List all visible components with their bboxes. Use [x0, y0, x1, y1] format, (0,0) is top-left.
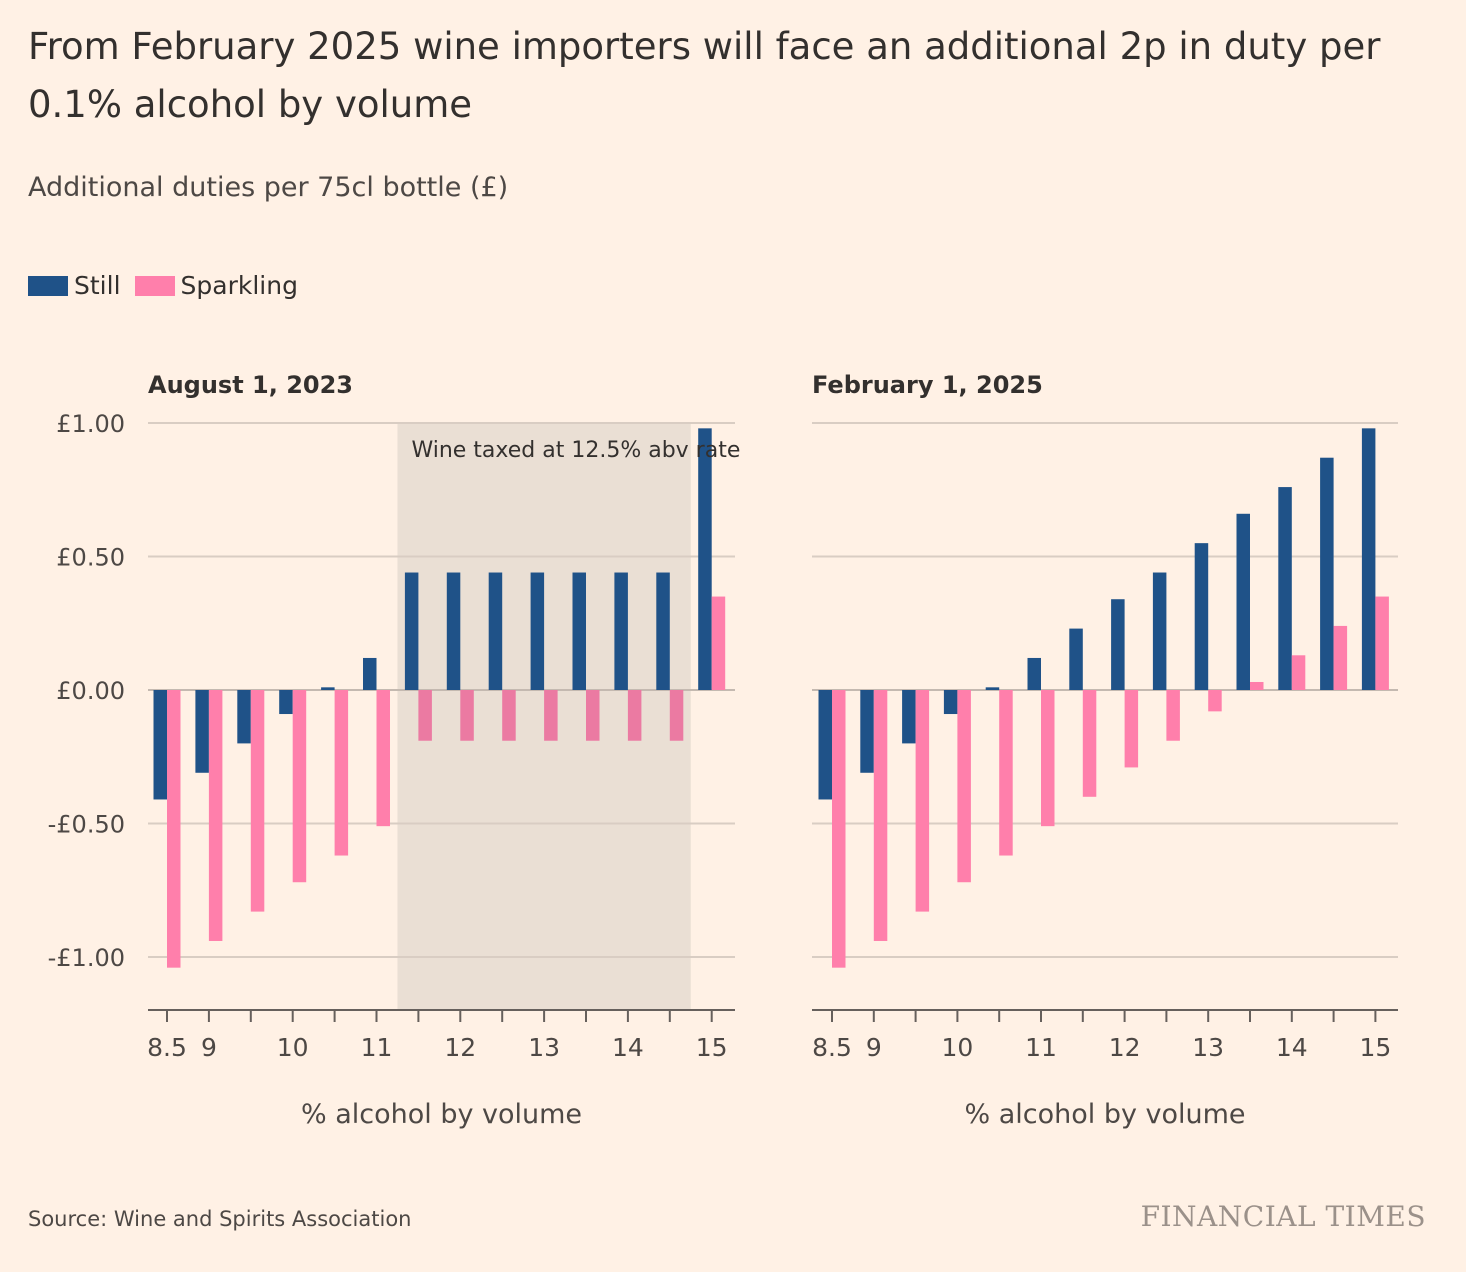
panel-title-1: February 1, 2025	[812, 371, 1043, 399]
bar-still-0-12	[656, 572, 670, 690]
x-tick-label: 15	[1359, 1033, 1391, 1062]
bar-still-0-4	[321, 687, 335, 690]
bar-still-1-2	[902, 690, 916, 744]
bar-still-0-9	[530, 572, 545, 690]
x-tick-label: 10	[941, 1033, 973, 1062]
bar-sparkling-0-13	[711, 596, 726, 690]
x-tick-label: 13	[1192, 1033, 1224, 1062]
x-tick-label: 8.5	[812, 1033, 852, 1062]
bar-still-0-1	[195, 690, 209, 773]
bar-sparkling-0-4	[334, 690, 349, 856]
bar-still-1-9	[1194, 543, 1209, 690]
bar-still-0-10	[572, 572, 586, 690]
bar-sparkling-0-0	[167, 690, 181, 968]
bar-sparkling-0-6	[418, 690, 432, 741]
bar-still-0-0	[153, 690, 167, 800]
x-tick-label: 9	[201, 1033, 217, 1062]
bar-sparkling-1-11	[1291, 655, 1306, 690]
y-tick-label: £1.00	[56, 410, 125, 438]
bar-still-0-7	[446, 572, 461, 690]
y-tick-label: £0.50	[56, 544, 125, 572]
bar-sparkling-0-1	[208, 690, 223, 941]
bar-sparkling-0-12	[669, 690, 684, 741]
bar-still-0-6	[404, 572, 419, 690]
bar-sparkling-1-8	[1166, 690, 1180, 741]
x-tick-label: 14	[612, 1033, 644, 1062]
bar-sparkling-1-13	[1375, 596, 1389, 690]
legend-swatch-still	[28, 275, 68, 296]
bar-sparkling-1-7	[1124, 690, 1139, 768]
bar-still-0-3	[279, 690, 293, 715]
bar-sparkling-1-2	[915, 690, 930, 912]
bar-still-1-3	[943, 690, 958, 715]
bar-sparkling-1-3	[957, 690, 971, 883]
bar-still-1-7	[1111, 599, 1125, 690]
bar-still-1-12	[1320, 457, 1334, 690]
bar-sparkling-1-5	[1041, 690, 1055, 827]
bar-sparkling-0-2	[250, 690, 265, 912]
bar-still-0-2	[237, 690, 251, 744]
y-tick-label: -£1.00	[48, 944, 125, 972]
bar-still-1-0	[818, 690, 832, 800]
bar-still-1-5	[1027, 657, 1041, 690]
legend-swatch-sparkling	[134, 275, 175, 296]
bar-sparkling-1-9	[1208, 690, 1222, 712]
bar-still-0-13	[698, 428, 712, 690]
bar-sparkling-1-12	[1333, 625, 1348, 690]
x-tick-label: 14	[1276, 1033, 1308, 1062]
bar-sparkling-0-3	[292, 690, 307, 883]
x-tick-label: 12	[444, 1033, 476, 1062]
panel-title-0: August 1, 2023	[148, 371, 353, 399]
bar-sparkling-0-8	[502, 690, 516, 741]
bar-sparkling-1-1	[873, 690, 888, 941]
bar-still-1-11	[1278, 487, 1292, 690]
bar-sparkling-0-7	[460, 690, 474, 741]
x-tick-label: 11	[361, 1033, 393, 1062]
x-axis-label-1: % alcohol by volume	[964, 1099, 1245, 1130]
legend: Still Sparkling	[28, 271, 312, 300]
y-tick-label: -£0.50	[48, 811, 125, 839]
y-tick-label: £0.00	[56, 677, 125, 705]
x-tick-label: 9	[866, 1033, 882, 1062]
bar-sparkling-0-11	[627, 690, 642, 741]
x-tick-label: 11	[1025, 1033, 1057, 1062]
bar-still-1-13	[1361, 428, 1376, 690]
publisher-logo: FINANCIAL TIMES	[1140, 1200, 1426, 1233]
legend-item-sparkling: Sparkling	[134, 271, 298, 300]
chart-subtitle: Additional duties per 75cl bottle (£)	[28, 172, 509, 203]
legend-item-still: Still	[28, 271, 121, 300]
bar-sparkling-1-10	[1250, 681, 1264, 690]
x-tick-label: 10	[277, 1033, 309, 1062]
bar-still-0-5	[363, 657, 377, 690]
bar-sparkling-1-4	[999, 690, 1013, 856]
x-axis-label-0: % alcohol by volume	[301, 1099, 582, 1130]
chart-title: From February 2025 wine importers will f…	[28, 25, 1381, 126]
x-tick-label: 8.5	[147, 1033, 187, 1062]
source-note: Source: Wine and Spirits Association	[28, 1207, 412, 1231]
legend-label-sparkling: Sparkling	[180, 271, 298, 300]
bar-still-1-10	[1236, 513, 1250, 690]
bar-still-0-11	[614, 572, 628, 690]
bar-sparkling-1-6	[1082, 690, 1097, 797]
shaded-region-label: Wine taxed at 12.5% abv rate	[411, 438, 740, 463]
bar-still-1-6	[1069, 628, 1083, 690]
bar-sparkling-1-0	[832, 690, 846, 968]
bar-sparkling-0-9	[544, 690, 558, 741]
x-tick-label: 12	[1109, 1033, 1141, 1062]
bar-sparkling-0-10	[586, 690, 600, 741]
x-tick-label: 13	[528, 1033, 560, 1062]
bar-still-0-8	[488, 572, 503, 690]
bar-sparkling-0-5	[376, 690, 390, 827]
legend-label-still: Still	[74, 271, 121, 300]
bar-still-1-8	[1152, 572, 1167, 690]
bar-still-1-1	[860, 690, 874, 773]
bar-still-1-4	[985, 687, 1000, 690]
x-tick-label: 15	[696, 1033, 728, 1062]
